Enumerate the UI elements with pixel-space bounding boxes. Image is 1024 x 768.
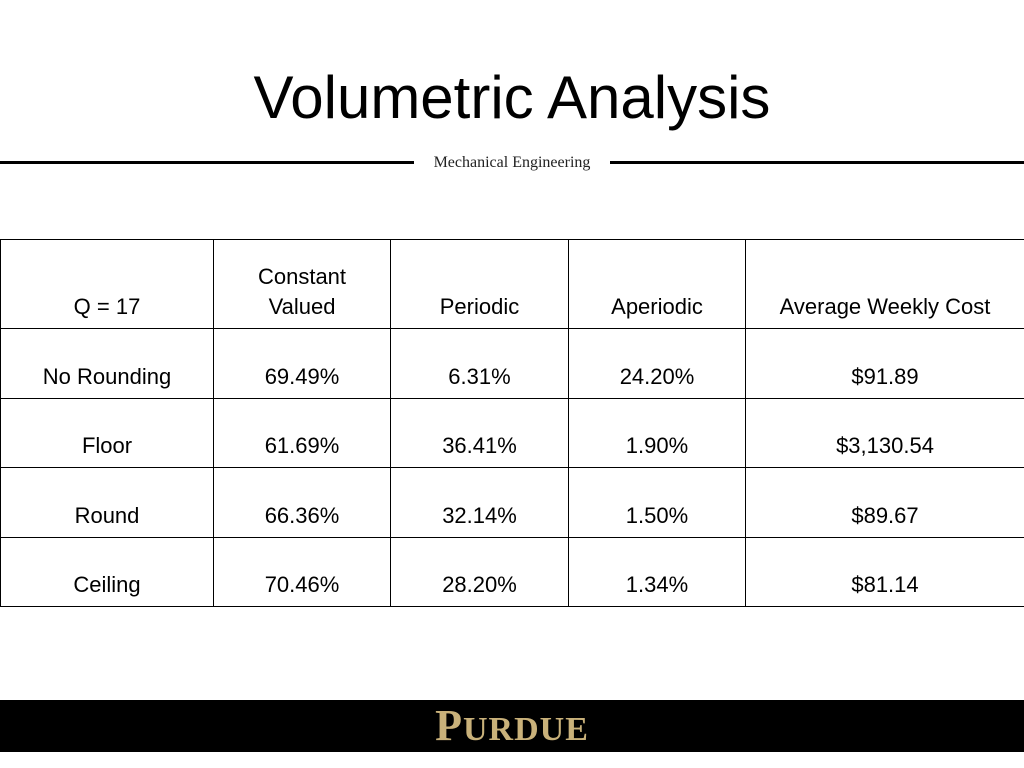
cell-cost: $81.14	[745, 536, 1024, 607]
header-rule-left	[0, 161, 414, 164]
table-row: Round 66.36% 32.14% 1.50% $89.67	[0, 467, 1024, 538]
header-constant-line2: Valued	[268, 294, 336, 319]
cell-constant: 69.49%	[213, 328, 391, 399]
table-header-row: Q = 17 Constant Valued Periodic Aperiodi…	[0, 239, 1024, 329]
header-rule-right	[610, 161, 1024, 164]
row-label: Round	[0, 467, 214, 538]
header-average-weekly-cost: Average Weekly Cost	[745, 239, 1024, 329]
header-constant-valued: Constant Valued	[213, 239, 391, 329]
footer-bar: PURDUE	[0, 700, 1024, 752]
purdue-logo: PURDUE	[0, 700, 1024, 752]
cell-cost: $3,130.54	[745, 397, 1024, 468]
header-periodic: Periodic	[390, 239, 569, 329]
table-row: Ceiling 70.46% 28.20% 1.34% $81.14	[0, 536, 1024, 607]
department-header: Mechanical Engineering	[0, 152, 1024, 174]
cell-constant: 70.46%	[213, 536, 391, 607]
cell-aperiodic: 24.20%	[568, 328, 746, 399]
volumetric-table: Q = 17 Constant Valued Periodic Aperiodi…	[0, 239, 1024, 607]
table-row: Floor 61.69% 36.41% 1.90% $3,130.54	[0, 397, 1024, 468]
department-label: Mechanical Engineering	[433, 154, 591, 171]
header-q: Q = 17	[0, 239, 214, 329]
cell-constant: 66.36%	[213, 467, 391, 538]
header-aperiodic: Aperiodic	[568, 239, 746, 329]
cell-periodic: 28.20%	[390, 536, 569, 607]
slide-title: Volumetric Analysis	[253, 64, 771, 131]
row-label: Ceiling	[0, 536, 214, 607]
logo-initial: P	[435, 701, 463, 750]
cell-constant: 61.69%	[213, 397, 391, 468]
header-constant-line1: Constant	[257, 264, 347, 289]
row-label: Floor	[0, 397, 214, 468]
cell-aperiodic: 1.34%	[568, 536, 746, 607]
table-row: No Rounding 69.49% 6.31% 24.20% $91.89	[0, 328, 1024, 399]
row-label: No Rounding	[0, 328, 214, 399]
cell-cost: $91.89	[745, 328, 1024, 399]
cell-aperiodic: 1.50%	[568, 467, 746, 538]
cell-periodic: 36.41%	[390, 397, 569, 468]
cell-cost: $89.67	[745, 467, 1024, 538]
cell-periodic: 6.31%	[390, 328, 569, 399]
logo-rest: URDUE	[462, 711, 589, 748]
cell-aperiodic: 1.90%	[568, 397, 746, 468]
cell-periodic: 32.14%	[390, 467, 569, 538]
